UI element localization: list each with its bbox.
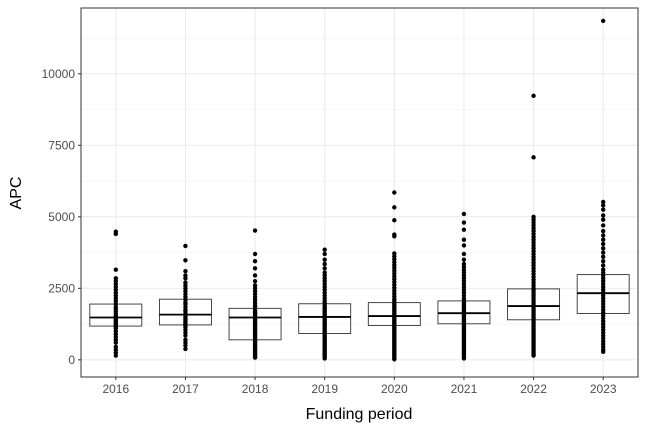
data-point: [461, 211, 467, 217]
y-tick-label: 5000: [48, 210, 75, 224]
data-point: [252, 258, 258, 264]
data-point: [461, 257, 467, 262]
data-point: [183, 343, 188, 348]
data-point: [113, 267, 119, 272]
data-point: [252, 278, 258, 284]
x-tick-label: 2017: [172, 382, 199, 396]
data-point: [322, 247, 327, 252]
data-point: [600, 213, 606, 218]
y-tick-label: 2500: [48, 281, 75, 295]
data-point: [461, 243, 467, 248]
data-point: [183, 333, 188, 338]
data-point: [392, 234, 397, 239]
data-point: [600, 217, 606, 222]
data-point: [600, 199, 606, 205]
data-point: [183, 258, 188, 263]
data-point: [600, 237, 606, 242]
data-point: [392, 205, 397, 210]
data-point: [600, 18, 606, 24]
x-tick-label: 2019: [311, 382, 338, 396]
y-tick-label: 7500: [48, 138, 75, 152]
data-point: [113, 231, 119, 237]
data-point: [252, 355, 258, 360]
data-point: [600, 233, 606, 238]
data-point: [183, 243, 188, 249]
data-point: [600, 228, 606, 234]
x-tick-label: 2023: [590, 382, 617, 396]
data-point: [600, 246, 606, 251]
y-tick-label: 10000: [42, 67, 76, 81]
data-point: [600, 349, 606, 355]
data-point: [322, 356, 327, 361]
data-point: [252, 251, 258, 257]
y-axis: 0 2500 5000 7500 10000: [42, 67, 81, 367]
data-point: [392, 218, 397, 223]
data-point: [600, 250, 606, 255]
x-tick-label: 2016: [102, 382, 129, 396]
x-tick-label: 2018: [242, 382, 269, 396]
minor-gridlines: [81, 37, 638, 325]
data-point: [183, 276, 188, 281]
data-point: [600, 223, 606, 228]
x-tick-label: 2021: [451, 382, 478, 396]
data-point: [113, 340, 119, 345]
data-point: [531, 155, 536, 160]
data-point: [461, 220, 467, 225]
x-tick-label: 2020: [381, 382, 408, 396]
data-point: [600, 254, 606, 260]
data-point: [461, 237, 467, 242]
x-axis: 2016 2017 2018 2019 2020 2021 2022 2023: [102, 377, 617, 396]
data-point: [322, 266, 327, 271]
y-tick-label: 0: [68, 353, 75, 367]
major-gridlines: [81, 8, 638, 377]
data-point: [322, 251, 327, 257]
data-point: [531, 93, 536, 99]
x-tick-label: 2022: [520, 382, 547, 396]
data-point: [322, 257, 327, 262]
data-point: [252, 273, 258, 278]
data-point: [392, 190, 397, 195]
data-point: [113, 353, 119, 358]
x-axis-title: Funding period: [306, 406, 413, 423]
data-point: [600, 203, 606, 208]
y-axis-title: APC: [8, 177, 25, 210]
data-point: [600, 241, 606, 247]
data-point: [183, 268, 188, 274]
panel-border: [80, 7, 639, 378]
data-point: [252, 228, 258, 233]
data-point: [600, 258, 606, 264]
data-point: [461, 227, 467, 232]
data-point: [461, 356, 467, 361]
data-point: [600, 263, 606, 268]
data-point: [322, 261, 327, 267]
data-point: [392, 357, 397, 362]
point-group: [113, 18, 606, 362]
data-point: [183, 346, 188, 352]
data-point: [531, 353, 536, 358]
data-point: [252, 266, 258, 271]
box-group: [89, 274, 630, 341]
data-point: [600, 207, 606, 212]
data-point: [461, 251, 467, 257]
